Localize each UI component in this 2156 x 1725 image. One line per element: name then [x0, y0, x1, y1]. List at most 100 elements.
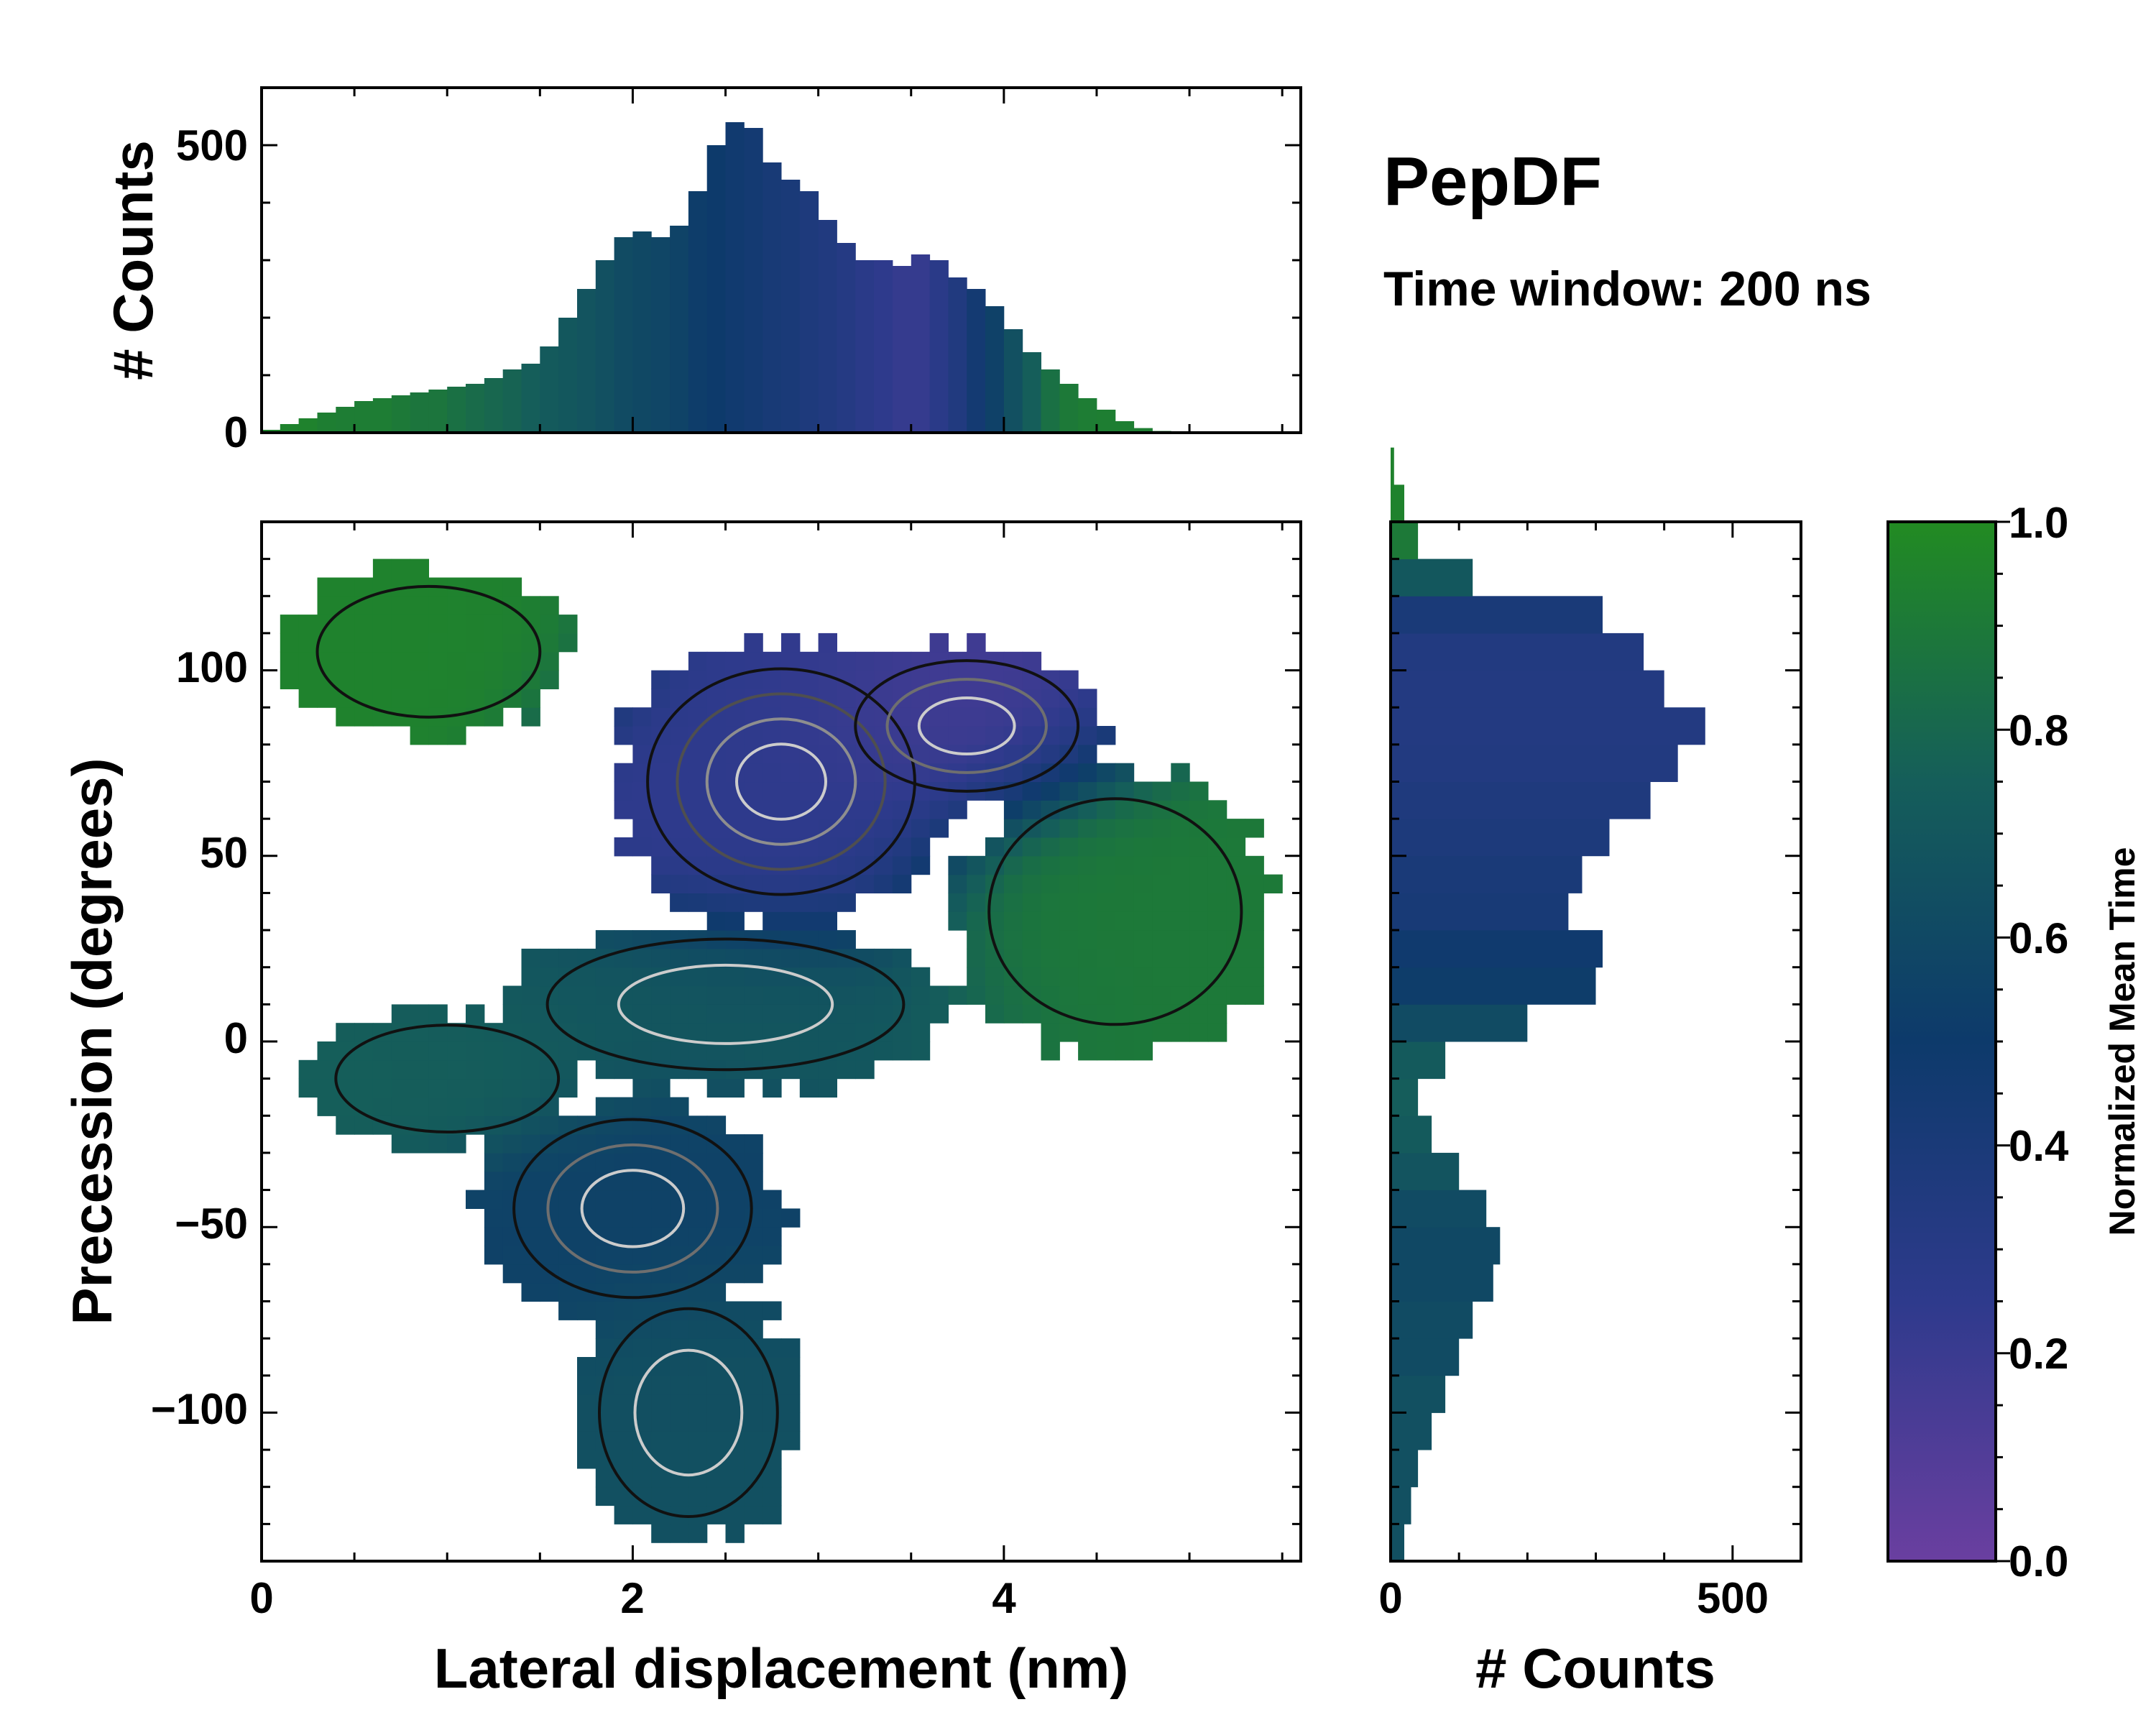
heatmap-cell — [1022, 874, 1042, 893]
heatmap-cell — [744, 893, 763, 912]
chart-title: PepDF — [1383, 143, 1602, 220]
heatmap-cell — [502, 1264, 522, 1284]
top-histogram-bar — [298, 418, 318, 433]
heatmap-cell — [744, 726, 763, 745]
heatmap-cell — [651, 1394, 671, 1413]
heatmap-cell — [577, 1264, 596, 1284]
heatmap-cell — [688, 744, 708, 764]
heatmap-cell — [1041, 893, 1060, 912]
heatmap-cell — [577, 1357, 596, 1376]
heatmap-cell — [595, 1468, 615, 1488]
heatmap-cell — [558, 1004, 578, 1024]
heatmap-cell — [1152, 985, 1171, 1005]
heatmap-cell — [874, 1004, 893, 1024]
heatmap-cell — [354, 1116, 374, 1135]
heatmap-cell — [799, 651, 819, 671]
heatmap-cell — [372, 558, 392, 578]
heatmap-cell — [1133, 855, 1153, 875]
heatmap-cell — [410, 1041, 429, 1061]
heatmap-cell — [744, 651, 763, 671]
heatmap-cell — [466, 1041, 485, 1061]
contour-line — [334, 1024, 561, 1133]
heatmap-cell — [540, 632, 559, 653]
heatmap-cell — [1171, 948, 1190, 968]
heatmap-cell — [1226, 985, 1246, 1005]
heatmap-cell — [725, 1078, 745, 1098]
heatmap-cell — [725, 1023, 745, 1042]
top-histogram-bar — [558, 318, 578, 433]
heatmap-cell — [874, 819, 893, 838]
heatmap-cell — [484, 1246, 504, 1265]
heatmap-cell — [1059, 837, 1079, 857]
heatmap-cell — [670, 1450, 689, 1469]
heatmap-cell — [744, 1023, 763, 1042]
heatmap-cell — [781, 1431, 801, 1450]
heatmap-cell — [911, 985, 931, 1005]
heatmap-cell — [484, 1171, 504, 1191]
heatmap-cell — [354, 577, 374, 597]
heatmap-cell — [1152, 911, 1171, 931]
heatmap-cell — [317, 1059, 336, 1080]
right-histogram-bar — [1391, 1338, 1460, 1376]
heatmap-cell — [1115, 855, 1135, 875]
heatmap-cell — [706, 689, 727, 708]
heatmap-cell — [1207, 874, 1227, 893]
heatmap-cell — [1097, 985, 1116, 1005]
heatmap-cell — [410, 596, 429, 615]
heatmap-cell — [502, 1078, 522, 1098]
heatmap-cell — [466, 689, 485, 708]
heatmap-cell — [614, 1505, 633, 1524]
heatmap-cell — [1171, 967, 1190, 987]
top-histogram-bar — [985, 306, 1005, 433]
heatmap-cell — [781, 1004, 801, 1024]
heatmap-cell — [725, 911, 745, 931]
heatmap-cell — [502, 651, 522, 671]
heatmap-cell — [391, 1004, 411, 1024]
heatmap-cell — [577, 985, 596, 1005]
heatmap-cell — [1171, 893, 1190, 912]
heatmap-cell — [948, 911, 967, 931]
heatmap-cell — [763, 781, 782, 801]
heatmap-cell — [763, 670, 782, 689]
heatmap-cell — [484, 1078, 504, 1098]
heatmap-cell — [781, 855, 801, 875]
heatmap-cell — [595, 1338, 615, 1358]
heatmap-cell — [428, 596, 448, 615]
heatmap-cell — [855, 967, 875, 987]
heatmap-cell — [1041, 930, 1060, 949]
heatmap-cell — [540, 1246, 559, 1265]
heatmap-cell — [354, 615, 374, 634]
heatmap-cell — [1078, 948, 1097, 968]
heatmap-cell — [818, 1078, 837, 1098]
heatmap-cell — [688, 1041, 708, 1061]
heatmap-cell — [688, 1357, 708, 1376]
heatmap-cell — [502, 985, 522, 1005]
heatmap-cell — [744, 1134, 763, 1154]
heatmap-cell — [725, 651, 745, 671]
heatmap-cell — [447, 1059, 466, 1080]
right-histogram-bar — [1391, 855, 1583, 893]
heatmap-cell — [781, 707, 801, 727]
right-histogram-bar — [1391, 1486, 1411, 1524]
colorbar-tick-label-0.6: 0.6 — [2009, 914, 2068, 962]
heatmap-cell — [651, 1208, 671, 1228]
right-histogram-bar — [1391, 930, 1603, 968]
heatmap-cell — [466, 1078, 485, 1098]
heatmap-cell — [892, 1041, 912, 1061]
heatmap-cell — [744, 985, 763, 1005]
heatmap-cell — [280, 615, 300, 634]
heatmap-cell — [428, 1078, 448, 1098]
heatmap-cell — [595, 1097, 615, 1116]
heatmap-cell — [725, 967, 745, 987]
right-histogram-bar — [1391, 1078, 1419, 1116]
heatmap-cell — [1003, 819, 1023, 838]
top-histogram-bar — [837, 243, 856, 433]
heatmap-cell — [372, 632, 392, 653]
heatmap-cell — [818, 707, 837, 727]
heatmap-cell — [632, 707, 652, 727]
top-histogram-bar — [688, 191, 708, 433]
heatmap-cell — [372, 651, 392, 671]
heatmap-cell — [502, 632, 522, 653]
heatmap-cell — [818, 893, 837, 912]
